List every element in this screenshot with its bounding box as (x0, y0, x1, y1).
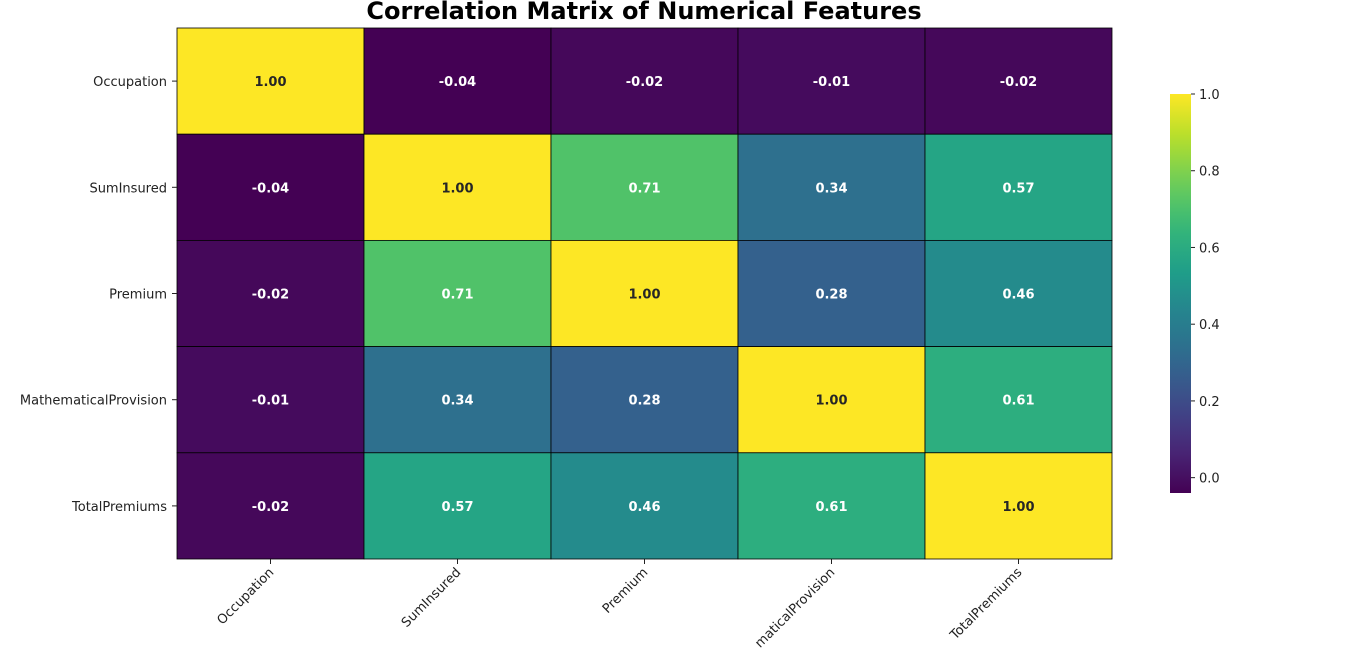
heatmap-cell (550, 452, 739, 560)
cell-value-label: 1.00 (815, 394, 847, 409)
heatmap-cell (737, 346, 926, 454)
cell-value-label: -0.02 (1000, 75, 1037, 90)
colorbar-tick-label: 0.0 (1199, 472, 1220, 487)
cell-value-label: 0.57 (441, 500, 473, 515)
cell-value-label: -0.04 (252, 181, 289, 196)
colorbar-tick-label: 0.8 (1199, 165, 1220, 180)
column-tick-labels: Occupation SumInsured Premium maticalProvis… (214, 559, 1025, 651)
row-tick-label: MathematicalProvision (20, 394, 167, 409)
cell-value-label: 1.00 (1002, 500, 1034, 515)
heatmap-cell (176, 27, 365, 135)
cell-value-label: -0.04 (439, 75, 476, 90)
heatmap-cell (363, 452, 552, 560)
heatmap-cell (924, 133, 1113, 241)
heatmap-cell (550, 27, 739, 135)
column-tick-label: TotalPremiums (947, 565, 1026, 644)
heatmap-cell (550, 239, 739, 347)
heatmap-cell (363, 27, 552, 135)
colorbar: 0.0 0.2 0.4 0.6 0.8 1.0 (1170, 88, 1220, 493)
row-tick-label: TotalPremiums (71, 500, 167, 515)
cell-value-label: 1.00 (628, 288, 660, 303)
colorbar-tick-label: 0.6 (1199, 241, 1220, 256)
cell-value-label: 0.34 (815, 181, 847, 196)
cell-value-label: 0.71 (628, 181, 660, 196)
heatmap-cell (550, 133, 739, 241)
cell-value-label: 0.71 (441, 288, 473, 303)
cell-value-label: 0.57 (1002, 181, 1034, 196)
heatmap-cell (924, 346, 1113, 454)
cell-value-label: 1.00 (441, 181, 473, 196)
heatmap-cells: 1.00 -0.04 -0.02 -0.01 -0.02 -0.04 1.00 0.71 0.3… (176, 27, 1113, 560)
column-tick-label: Occupation (214, 565, 277, 628)
heatmap-cell (737, 27, 926, 135)
cell-value-label: 0.61 (1002, 394, 1034, 409)
cell-value-label: -0.01 (252, 394, 289, 409)
heatmap-cell (737, 239, 926, 347)
heatmap-cell (363, 239, 552, 347)
cell-value-label: -0.01 (813, 75, 850, 90)
heatmap-cell (176, 452, 365, 560)
heatmap-cell (363, 346, 552, 454)
heatmap-cell (363, 133, 552, 241)
cell-value-label: 0.46 (628, 500, 660, 515)
cell-value-label: -0.02 (252, 500, 289, 515)
colorbar-tick-label: 0.4 (1199, 318, 1220, 333)
row-tick-label: Premium (109, 288, 167, 303)
cell-value-label: -0.02 (626, 75, 663, 90)
cell-value-label: 0.28 (628, 394, 660, 409)
heatmap-cell (176, 133, 365, 241)
cell-value-label: 1.00 (254, 75, 286, 90)
cell-value-label: -0.02 (252, 288, 289, 303)
column-tick-label: Premium (600, 565, 652, 617)
row-tick-labels: Occupation SumInsured Premium MathematicalP… (20, 75, 177, 515)
colorbar-tick-label: 0.2 (1199, 395, 1220, 410)
row-tick-label: SumInsured (89, 181, 167, 196)
heatmap-cell (924, 452, 1113, 560)
heatmap-cell (924, 27, 1113, 135)
row-tick-label: Occupation (93, 75, 167, 90)
cell-value-label: 0.28 (815, 288, 847, 303)
column-tick-label: SumInsured (399, 565, 464, 630)
heatmap-cell (924, 239, 1113, 347)
cell-value-label: 0.46 (1002, 288, 1034, 303)
chart-title: Correlation Matrix of Numerical Features (366, 0, 921, 25)
heatmap-cell (550, 346, 739, 454)
cell-value-label: 0.34 (441, 394, 473, 409)
colorbar-tick-label: 1.0 (1199, 88, 1220, 103)
column-tick-label: maticalProvision (752, 565, 838, 651)
colorbar-gradient (1170, 94, 1191, 493)
cell-value-label: 0.61 (815, 500, 847, 515)
